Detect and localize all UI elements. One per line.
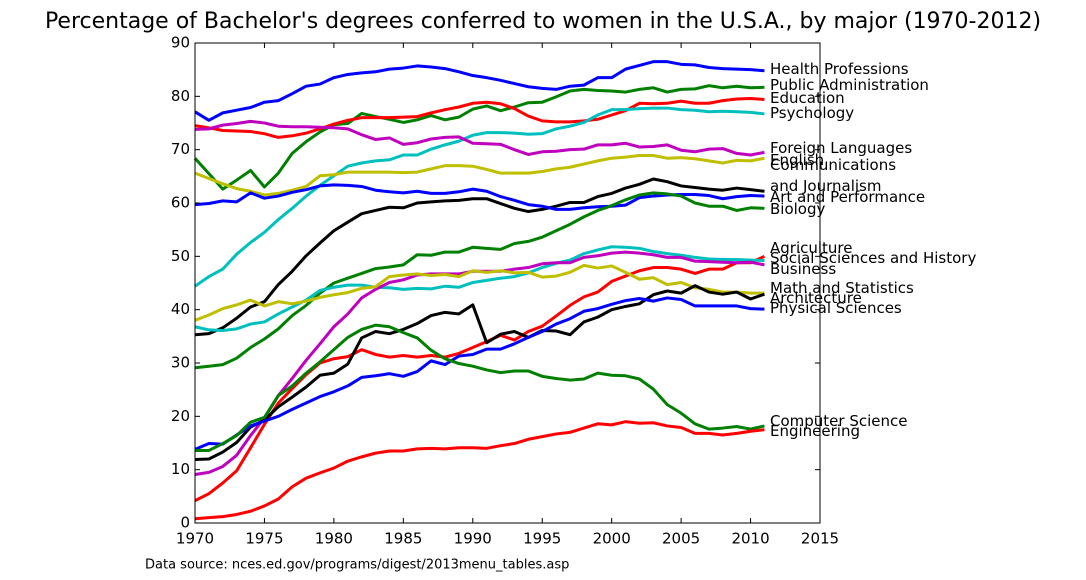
x-tick-label: 2010 — [731, 530, 769, 548]
y-tick-label: 60 — [171, 194, 190, 212]
series-label: English — [770, 151, 824, 169]
series-line — [194, 296, 765, 451]
x-tick-label: 1985 — [384, 530, 422, 548]
series-label: Social Sciences and History — [770, 249, 976, 267]
series-label: Physical Sciences — [770, 299, 902, 317]
x-tick-label: 2005 — [662, 530, 700, 548]
x-tick-label: 2015 — [801, 530, 839, 548]
series-label: Public Administration — [770, 76, 929, 94]
series-line — [194, 250, 765, 476]
series-label: Biology — [770, 200, 826, 218]
series-line — [194, 191, 765, 370]
x-tick-label: 2000 — [593, 530, 631, 548]
series-label: Engineering — [770, 422, 860, 440]
y-tick-label: 30 — [171, 354, 190, 372]
series-line — [195, 323, 765, 452]
series-label: Architecture — [770, 289, 862, 307]
series-line — [194, 154, 765, 197]
series-line — [194, 106, 765, 288]
series-line — [194, 420, 765, 521]
series-line — [194, 245, 765, 332]
series-line — [194, 263, 765, 322]
series-line — [193, 84, 765, 191]
series-line — [194, 254, 766, 502]
series-label: Communications and Journalism — [770, 156, 896, 195]
series-label: Math and Statistics — [770, 279, 914, 297]
series-line — [194, 284, 765, 462]
series-label: Business — [770, 260, 836, 278]
x-tick-label: 1980 — [315, 530, 353, 548]
y-tick-label: 20 — [171, 407, 190, 425]
chart-title: Percentage of Bachelor's degrees conferr… — [45, 9, 1041, 34]
series-label: Health Professions — [770, 60, 909, 78]
series-label: Psychology — [770, 104, 854, 122]
series-label: Agriculture — [770, 239, 853, 257]
series-line — [194, 177, 765, 337]
series-label: Foreign Languages — [770, 139, 912, 157]
series-line — [194, 60, 765, 122]
y-tick-label: 10 — [171, 460, 190, 478]
series-label: Computer Science — [770, 412, 907, 430]
y-tick-label: 90 — [171, 34, 190, 52]
x-tick-label: 1970 — [176, 530, 214, 548]
x-tick-label: 1995 — [523, 530, 561, 548]
plot-frame — [194, 42, 821, 524]
series-label: Education — [770, 89, 845, 107]
y-tick-label: 70 — [171, 140, 190, 158]
series-line — [194, 96, 765, 139]
series-line — [194, 119, 765, 157]
y-tick-label: 80 — [171, 87, 190, 105]
source-note: Data source: nces.ed.gov/programs/digest… — [145, 558, 569, 573]
y-tick-label: 40 — [171, 300, 190, 318]
x-tick-label: 1990 — [454, 530, 492, 548]
y-tick-label: 50 — [171, 247, 190, 265]
y-tick-label: 0 — [180, 514, 190, 532]
x-tick-label: 1975 — [245, 530, 283, 548]
series-label: Art and Performance — [770, 188, 925, 206]
